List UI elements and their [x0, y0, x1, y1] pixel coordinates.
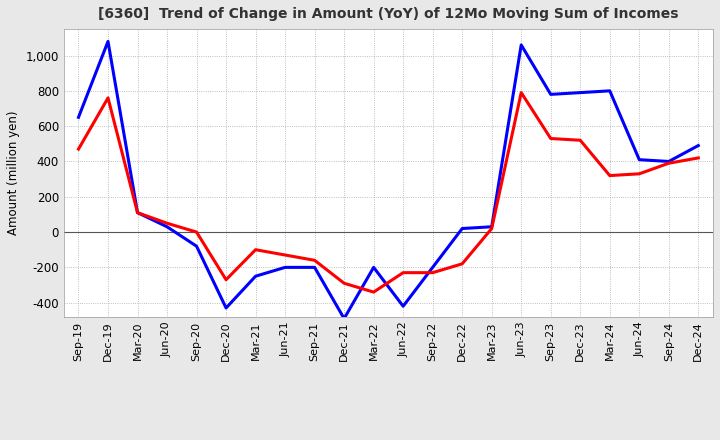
Ordinary Income: [694, 143, 703, 148]
Ordinary Income: [133, 210, 142, 215]
Net Income: [487, 226, 496, 231]
Net Income: [74, 147, 83, 152]
Ordinary Income: [487, 224, 496, 229]
Net Income: [310, 258, 319, 263]
Title: [6360]  Trend of Change in Amount (YoY) of 12Mo Moving Sum of Incomes: [6360] Trend of Change in Amount (YoY) o…: [98, 7, 679, 21]
Net Income: [281, 253, 289, 258]
Net Income: [369, 290, 378, 295]
Net Income: [251, 247, 260, 253]
Line: Net Income: Net Income: [78, 92, 698, 292]
Net Income: [694, 155, 703, 161]
Ordinary Income: [340, 316, 348, 321]
Ordinary Income: [74, 115, 83, 120]
Ordinary Income: [665, 159, 673, 164]
Line: Ordinary Income: Ordinary Income: [78, 41, 698, 319]
Net Income: [546, 136, 555, 141]
Ordinary Income: [251, 274, 260, 279]
Net Income: [428, 270, 437, 275]
Net Income: [340, 281, 348, 286]
Ordinary Income: [428, 265, 437, 270]
Ordinary Income: [192, 244, 201, 249]
Net Income: [133, 210, 142, 215]
Net Income: [576, 138, 585, 143]
Ordinary Income: [576, 90, 585, 95]
Ordinary Income: [163, 224, 171, 229]
Net Income: [458, 261, 467, 267]
Net Income: [399, 270, 408, 275]
Ordinary Income: [546, 92, 555, 97]
Ordinary Income: [458, 226, 467, 231]
Ordinary Income: [635, 157, 644, 162]
Y-axis label: Amount (million yen): Amount (million yen): [7, 111, 20, 235]
Ordinary Income: [606, 88, 614, 93]
Net Income: [665, 161, 673, 166]
Ordinary Income: [399, 304, 408, 309]
Ordinary Income: [222, 305, 230, 311]
Ordinary Income: [310, 265, 319, 270]
Ordinary Income: [517, 42, 526, 48]
Net Income: [635, 171, 644, 176]
Net Income: [104, 95, 112, 101]
Ordinary Income: [281, 265, 289, 270]
Ordinary Income: [104, 39, 112, 44]
Net Income: [606, 173, 614, 178]
Net Income: [517, 90, 526, 95]
Legend: Ordinary Income, Net Income: Ordinary Income, Net Income: [241, 437, 536, 440]
Net Income: [222, 277, 230, 282]
Ordinary Income: [369, 265, 378, 270]
Net Income: [163, 220, 171, 226]
Net Income: [192, 229, 201, 235]
